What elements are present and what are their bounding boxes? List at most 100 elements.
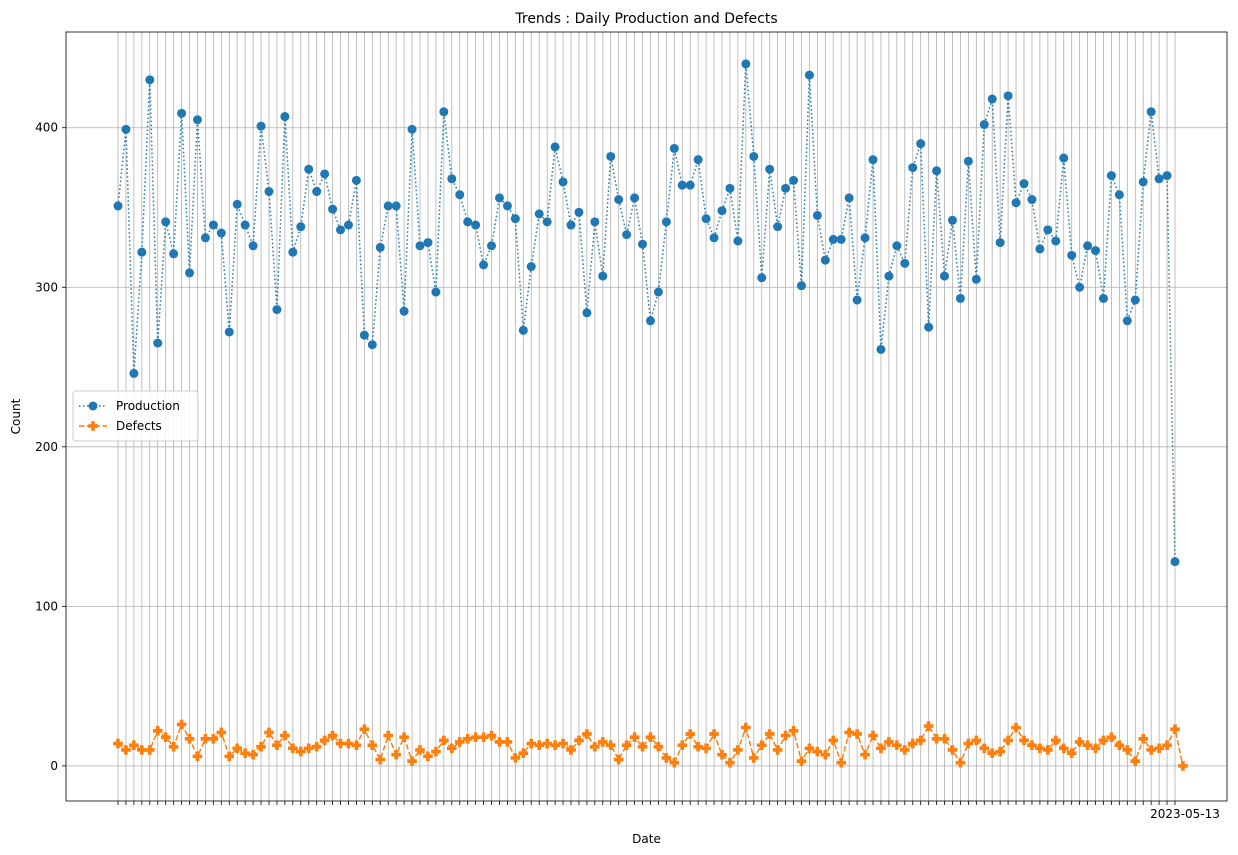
data-point [622, 230, 631, 239]
data-point [304, 165, 313, 174]
data-point [257, 122, 266, 131]
data-point [543, 217, 552, 226]
data-point [582, 308, 591, 317]
data-point [1123, 316, 1132, 325]
data-point [129, 369, 138, 378]
data-point [1107, 171, 1116, 180]
data-point [487, 241, 496, 250]
data-point [209, 221, 218, 230]
data-point [249, 241, 258, 250]
data-point [265, 187, 274, 196]
data-point [718, 206, 727, 215]
data-point [177, 109, 186, 118]
data-point [368, 340, 377, 349]
data-point [408, 125, 417, 134]
data-point [447, 174, 456, 183]
data-point [137, 248, 146, 257]
data-point [1147, 107, 1156, 116]
data-point [773, 222, 782, 231]
y-axis-title: Count [9, 398, 23, 434]
data-point [1035, 244, 1044, 253]
data-point [360, 331, 369, 340]
data-point [606, 152, 615, 161]
data-point [1139, 177, 1148, 186]
data-point [940, 272, 949, 281]
data-point [829, 235, 838, 244]
data-point [169, 249, 178, 258]
x-axis-title: Date [632, 832, 661, 846]
data-point [662, 217, 671, 226]
data-point [312, 187, 321, 196]
y-tick-label: 200 [35, 440, 58, 454]
data-point [892, 241, 901, 250]
data-point [241, 221, 250, 230]
y-tick-label: 0 [50, 759, 58, 773]
data-point [217, 229, 226, 238]
y-tick-label: 100 [35, 599, 58, 613]
data-point [861, 233, 870, 242]
data-point [400, 307, 409, 316]
data-point [471, 221, 480, 230]
data-point [511, 214, 520, 223]
legend-marker-production [89, 402, 98, 411]
x-tick-label: 2023-05-13 [1150, 807, 1220, 821]
data-point [193, 115, 202, 124]
data-point [376, 243, 385, 252]
data-point [416, 241, 425, 250]
data-point [296, 222, 305, 231]
y-tick-label: 400 [35, 121, 58, 135]
data-point [1099, 294, 1108, 303]
data-point [1091, 246, 1100, 255]
data-point [280, 112, 289, 121]
data-point [853, 296, 862, 305]
data-point [384, 201, 393, 210]
data-point [781, 184, 790, 193]
data-point [233, 200, 242, 209]
data-point [1155, 174, 1164, 183]
data-point [598, 272, 607, 281]
data-point [1059, 154, 1068, 163]
data-point [988, 95, 997, 104]
data-point [114, 201, 123, 210]
data-point [789, 176, 798, 185]
data-point [336, 225, 345, 234]
data-point [1115, 190, 1124, 199]
data-point [1043, 225, 1052, 234]
data-point [916, 139, 925, 148]
data-point [924, 323, 933, 332]
data-point [996, 238, 1005, 247]
data-point [551, 142, 560, 151]
data-point [702, 214, 711, 223]
data-point [908, 163, 917, 172]
data-point [431, 288, 440, 297]
data-point [1163, 171, 1172, 180]
data-point [638, 240, 647, 249]
data-point [805, 71, 814, 80]
data-point [1004, 91, 1013, 100]
data-point [757, 273, 766, 282]
data-point [272, 305, 281, 314]
data-point [725, 184, 734, 193]
data-point [1075, 283, 1084, 292]
data-point [1012, 198, 1021, 207]
data-point [733, 237, 742, 246]
data-point [328, 205, 337, 214]
data-point [423, 238, 432, 247]
data-point [455, 190, 464, 199]
data-point [1051, 237, 1060, 246]
data-point [225, 327, 234, 336]
data-point [463, 217, 472, 226]
data-point [678, 181, 687, 190]
data-point [749, 152, 758, 161]
data-point [185, 268, 194, 277]
data-point [813, 211, 822, 220]
data-point [519, 326, 528, 335]
data-point [590, 217, 599, 226]
data-point [201, 233, 210, 242]
data-point [765, 165, 774, 174]
data-point [797, 281, 806, 290]
y-tick-label: 300 [35, 280, 58, 294]
data-point [320, 169, 329, 178]
data-point [121, 125, 130, 134]
data-point [1131, 296, 1140, 305]
